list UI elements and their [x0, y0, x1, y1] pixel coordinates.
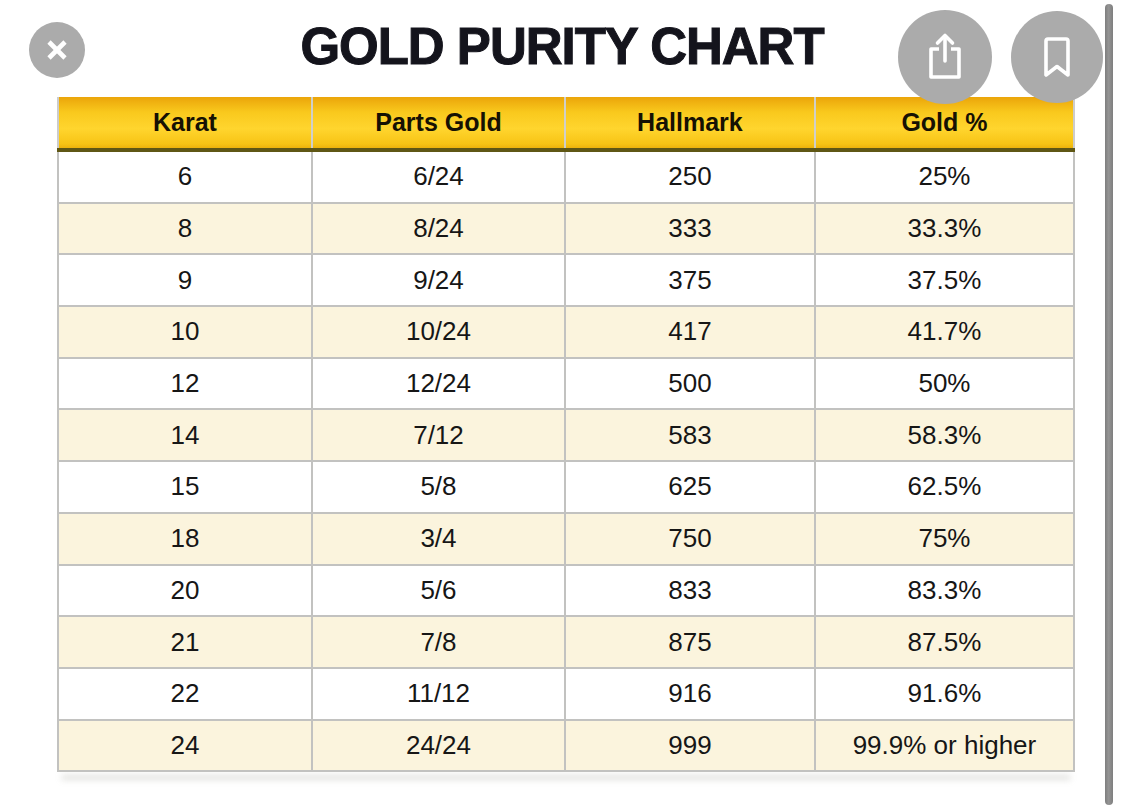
table-header: Karat Parts Gold Hallmark Gold %: [58, 97, 1074, 150]
table-row: 2424/2499999.9% or higher: [58, 720, 1074, 772]
cell-gold-percent: 37.5%: [815, 254, 1074, 306]
cell-hallmark: 999: [565, 720, 815, 772]
cell-hallmark: 333: [565, 203, 815, 255]
bookmark-button[interactable]: [1011, 11, 1103, 103]
cell-gold-percent: 83.3%: [815, 565, 1074, 617]
cell-gold-percent: 62.5%: [815, 461, 1074, 513]
column-header-karat: Karat: [58, 97, 312, 150]
cell-parts-gold: 11/12: [312, 668, 565, 720]
cell-karat: 21: [58, 616, 312, 668]
table-header-row: Karat Parts Gold Hallmark Gold %: [58, 97, 1074, 150]
cell-parts-gold: 9/24: [312, 254, 565, 306]
cell-gold-percent: 75%: [815, 513, 1074, 565]
cell-parts-gold: 7/12: [312, 409, 565, 461]
table-body: 66/2425025%88/2433333.3%99/2437537.5%101…: [58, 150, 1074, 771]
cell-parts-gold: 10/24: [312, 306, 565, 358]
table-row: 2211/1291691.6%: [58, 668, 1074, 720]
table-row: 205/683383.3%: [58, 565, 1074, 617]
table-row: 1212/2450050%: [58, 358, 1074, 410]
cell-parts-gold: 7/8: [312, 616, 565, 668]
vertical-scrollbar[interactable]: [1105, 4, 1113, 805]
cell-gold-percent: 33.3%: [815, 203, 1074, 255]
cell-hallmark: 916: [565, 668, 815, 720]
column-header-gold-percent: Gold %: [815, 97, 1074, 150]
column-header-hallmark: Hallmark: [565, 97, 815, 150]
cell-karat: 14: [58, 409, 312, 461]
cell-hallmark: 833: [565, 565, 815, 617]
cell-parts-gold: 24/24: [312, 720, 565, 772]
cell-karat: 12: [58, 358, 312, 410]
share-button[interactable]: [898, 10, 992, 104]
column-header-parts-gold: Parts Gold: [312, 97, 565, 150]
cell-gold-percent: 87.5%: [815, 616, 1074, 668]
table-row: 88/2433333.3%: [58, 203, 1074, 255]
cell-gold-percent: 41.7%: [815, 306, 1074, 358]
cell-gold-percent: 91.6%: [815, 668, 1074, 720]
gold-purity-table: Karat Parts Gold Hallmark Gold % 66/2425…: [57, 97, 1075, 772]
share-icon: [922, 32, 968, 82]
cell-hallmark: 250: [565, 150, 815, 203]
cell-parts-gold: 12/24: [312, 358, 565, 410]
table-drop-shadow: [61, 775, 1071, 780]
cell-gold-percent: 50%: [815, 358, 1074, 410]
table-row: 217/887587.5%: [58, 616, 1074, 668]
cell-hallmark: 375: [565, 254, 815, 306]
table-row: 99/2437537.5%: [58, 254, 1074, 306]
table-row: 147/1258358.3%: [58, 409, 1074, 461]
cell-karat: 15: [58, 461, 312, 513]
cell-hallmark: 583: [565, 409, 815, 461]
cell-parts-gold: 3/4: [312, 513, 565, 565]
cell-gold-percent: 99.9% or higher: [815, 720, 1074, 772]
cell-karat: 24: [58, 720, 312, 772]
cell-karat: 22: [58, 668, 312, 720]
image-viewer-screen: GOLD PURITY CHART: [0, 0, 1124, 805]
cell-hallmark: 625: [565, 461, 815, 513]
cell-hallmark: 417: [565, 306, 815, 358]
cell-gold-percent: 25%: [815, 150, 1074, 203]
cell-parts-gold: 8/24: [312, 203, 565, 255]
cell-hallmark: 500: [565, 358, 815, 410]
table-row: 155/862562.5%: [58, 461, 1074, 513]
cell-karat: 20: [58, 565, 312, 617]
cell-karat: 18: [58, 513, 312, 565]
cell-karat: 8: [58, 203, 312, 255]
bookmark-icon: [1037, 34, 1077, 80]
cell-parts-gold: 6/24: [312, 150, 565, 203]
cell-hallmark: 875: [565, 616, 815, 668]
close-button[interactable]: [29, 22, 85, 78]
cell-karat: 9: [58, 254, 312, 306]
cell-karat: 10: [58, 306, 312, 358]
table-row: 66/2425025%: [58, 150, 1074, 203]
table-row: 1010/2441741.7%: [58, 306, 1074, 358]
cell-gold-percent: 58.3%: [815, 409, 1074, 461]
cell-parts-gold: 5/8: [312, 461, 565, 513]
cell-parts-gold: 5/6: [312, 565, 565, 617]
cell-hallmark: 750: [565, 513, 815, 565]
table-row: 183/475075%: [58, 513, 1074, 565]
cell-karat: 6: [58, 150, 312, 203]
close-icon: [42, 35, 72, 65]
